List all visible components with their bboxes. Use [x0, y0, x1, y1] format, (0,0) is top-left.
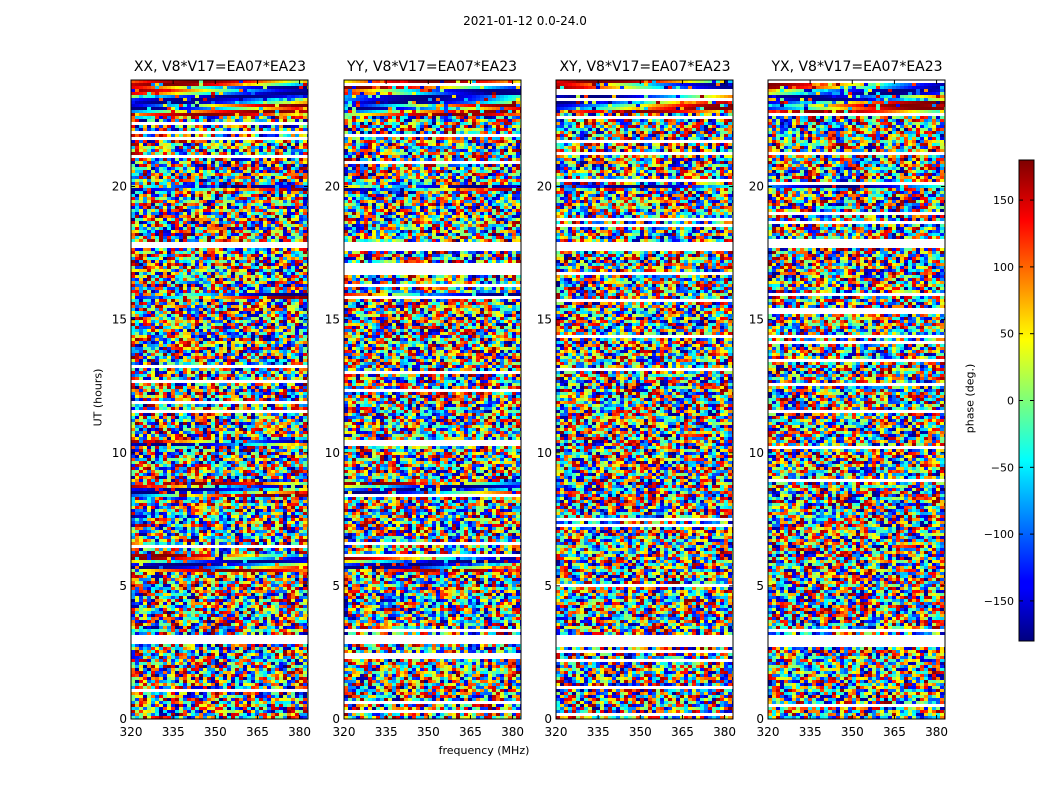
phase-image	[556, 80, 733, 719]
y-tick-label: 0	[119, 712, 127, 726]
x-tick-label: 380	[288, 725, 311, 739]
x-tick-label: 380	[713, 725, 736, 739]
panel-frame	[343, 79, 522, 720]
y-tick-label: 15	[749, 313, 764, 327]
phase-image	[131, 80, 308, 719]
y-tick-label: 20	[749, 180, 764, 194]
x-tick-label: 335	[799, 725, 822, 739]
panel-title-xx: XX, V8*V17=EA07*EA23	[100, 59, 340, 75]
x-tick-label: 380	[925, 725, 948, 739]
y-tick-label: 10	[325, 446, 340, 460]
panel-title-xy: XY, V8*V17=EA07*EA23	[525, 59, 765, 75]
panel-title-yy: YY, V8*V17=EA07*EA23	[312, 59, 552, 75]
y-tick-label: 15	[537, 313, 552, 327]
colorbar-tick-label: 100	[993, 261, 1014, 274]
x-tick-label: 320	[120, 725, 143, 739]
x-tick-label: 335	[375, 725, 398, 739]
x-tick-label: 350	[204, 725, 227, 739]
colorbar-tick-label: 150	[993, 194, 1014, 207]
x-tick-label: 365	[671, 725, 694, 739]
phase-panel-2: 320 335 350 365 380 0 5 10 15 20	[537, 79, 736, 739]
x-tick-label: 365	[883, 725, 906, 739]
x-tick-label: 350	[841, 725, 864, 739]
panel-title-yx: YX, V8*V17=EA07*EA23	[737, 59, 977, 75]
x-axis-label: frequency (MHz)	[384, 744, 584, 757]
y-tick-label: 5	[332, 579, 340, 593]
colorbar-tick-label: 50	[1000, 328, 1014, 341]
panel-frame	[767, 79, 946, 720]
y-tick-label: 10	[749, 446, 764, 460]
x-tick-label: 320	[757, 725, 780, 739]
x-tick-label: 350	[417, 725, 440, 739]
phase-image	[344, 80, 521, 719]
x-tick-label: 365	[246, 725, 269, 739]
y-tick-label: 5	[544, 579, 552, 593]
x-tick-label: 320	[545, 725, 568, 739]
phase-panel-1: 320 335 350 365 380 0 5 10 15 20	[325, 79, 524, 739]
y-tick-label: 20	[325, 180, 340, 194]
y-tick-label: 15	[112, 313, 127, 327]
colorbar: 150 100 50 0 −50 −100 −150	[984, 159, 1035, 642]
colorbar-tick-label: 0	[1007, 395, 1014, 408]
y-tick-label: 0	[756, 712, 764, 726]
panel-frame	[555, 79, 734, 720]
y-axis-label: UT (hours)	[92, 356, 105, 440]
x-tick-label: 380	[501, 725, 524, 739]
panel-frame	[130, 79, 309, 720]
phase-panel-3: 320 335 350 365 380 0 5 10 15 20	[749, 79, 948, 739]
y-tick-label: 10	[537, 446, 552, 460]
y-tick-label: 20	[112, 180, 127, 194]
x-tick-label: 335	[162, 725, 185, 739]
y-tick-label: 5	[119, 579, 127, 593]
x-tick-label: 350	[629, 725, 652, 739]
y-tick-label: 10	[112, 446, 127, 460]
colorbar-tick-label: −50	[991, 461, 1014, 474]
y-tick-label: 0	[332, 712, 340, 726]
y-tick-label: 0	[544, 712, 552, 726]
y-tick-label: 5	[756, 579, 764, 593]
figure-suptitle: 2021-01-12 0.0-24.0	[0, 14, 1050, 28]
colorbar-tick-label: −100	[984, 528, 1014, 541]
x-tick-label: 365	[459, 725, 482, 739]
colorbar-label: phase (deg.)	[964, 349, 977, 449]
x-tick-label: 320	[333, 725, 356, 739]
phase-panel-0: 320 335 350 365 380 0 5 10 15 20	[112, 79, 311, 739]
y-tick-label: 20	[537, 180, 552, 194]
y-tick-label: 15	[325, 313, 340, 327]
x-tick-label: 335	[587, 725, 610, 739]
colorbar-tick-label: −150	[984, 595, 1014, 608]
phase-image	[768, 80, 945, 719]
